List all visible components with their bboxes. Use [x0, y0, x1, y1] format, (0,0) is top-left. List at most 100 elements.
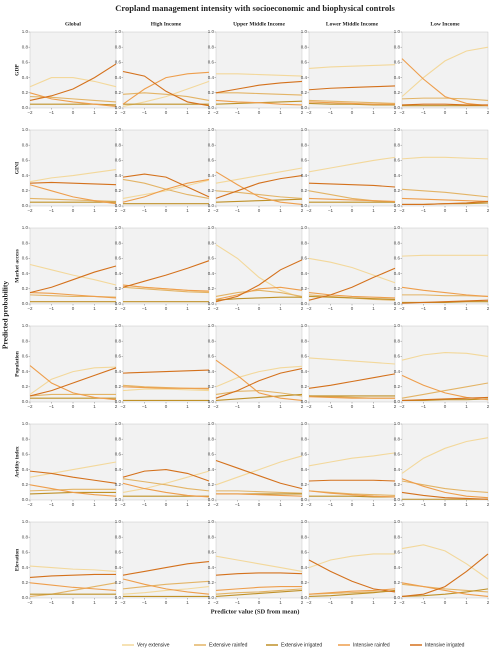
series-line: [122, 70, 210, 107]
x-tick-label: 0: [351, 306, 354, 311]
panel-background: [308, 325, 396, 403]
x-tick-label: 0: [72, 404, 75, 409]
series-line: [401, 286, 489, 297]
series-line: [29, 292, 117, 299]
x-tick-label: 1: [279, 502, 282, 507]
legend-label: Very extensive: [137, 642, 170, 648]
series-line: [215, 368, 303, 399]
series-line: [401, 58, 489, 107]
y-tick-label: 1.0: [208, 127, 215, 132]
x-tick-label: 2: [487, 110, 490, 115]
series-line: [29, 367, 117, 397]
x-tick-label: −1: [421, 600, 427, 605]
row-label: GINI: [14, 162, 20, 175]
y-tick-label: 0.0: [115, 497, 122, 502]
x-tick-label: −1: [142, 600, 148, 605]
series-line: [215, 586, 302, 591]
x-tick-label: 2: [208, 110, 211, 115]
y-tick-label: 0.6: [301, 256, 308, 261]
y-tick-label: 0.4: [301, 271, 308, 276]
y-tick-label: 1.0: [115, 421, 122, 426]
series-line: [122, 71, 210, 105]
series-line: [215, 244, 303, 299]
x-tick-label: 0: [444, 208, 447, 213]
series-line: [401, 103, 488, 106]
y-tick-label: 0.0: [22, 203, 29, 208]
y-tick-label: 1.0: [22, 323, 29, 328]
x-tick-label: 1: [186, 110, 189, 115]
series-line: [122, 260, 210, 288]
y-tick-label: 0.6: [301, 452, 308, 457]
y-tick-label: 0.4: [208, 271, 215, 276]
y-tick-label: 0.8: [22, 44, 29, 49]
panel-background: [29, 521, 117, 599]
y-tick-label: 1.0: [22, 519, 29, 524]
y-tick-label: 0.8: [22, 142, 29, 147]
y-tick-label: 0.8: [208, 338, 215, 343]
legend-label: Extensive rainfed: [209, 642, 248, 648]
x-tick-label: 2: [301, 306, 304, 311]
column-title: Global: [65, 21, 81, 27]
legend-label: Intensive irrigated: [425, 642, 465, 648]
y-tick-label: 0.2: [301, 286, 308, 291]
y-tick-label: 0.6: [394, 354, 401, 359]
panel-background: [401, 129, 489, 207]
y-tick-label: 0.2: [208, 188, 215, 193]
y-tick-label: 0.8: [394, 534, 401, 539]
y-tick-label: 0.0: [301, 203, 308, 208]
y-tick-label: 0.6: [394, 452, 401, 457]
y-tick-label: 0.8: [394, 142, 401, 147]
y-tick-label: 0.2: [22, 384, 29, 389]
x-tick-label: −1: [328, 208, 334, 213]
y-tick-label: 0.4: [208, 173, 215, 178]
y-tick-label: 0.2: [208, 286, 215, 291]
x-tick-label: −2: [27, 404, 33, 409]
y-tick-label: 0.8: [301, 338, 308, 343]
y-tick-label: 0.2: [22, 286, 29, 291]
y-tick-label: 0.2: [301, 482, 308, 487]
x-tick-label: 0: [72, 208, 75, 213]
series-line: [122, 578, 210, 595]
x-tick-label: −2: [120, 502, 126, 507]
x-tick-label: 1: [465, 502, 468, 507]
panel-background: [29, 423, 117, 501]
x-tick-label: −2: [399, 600, 405, 605]
y-tick-label: 0.8: [115, 436, 122, 441]
y-tick-label: 0.0: [394, 105, 401, 110]
x-tick-label: 2: [208, 600, 211, 605]
x-tick-label: 1: [372, 306, 375, 311]
series-line: [29, 366, 117, 395]
series-line: [308, 452, 396, 467]
y-tick-label: 1.0: [301, 127, 308, 132]
series-line: [401, 582, 489, 598]
row-label: GDP: [14, 64, 20, 76]
x-tick-label: 2: [208, 502, 211, 507]
y-tick-label: 0.2: [394, 482, 401, 487]
panel-background: [308, 31, 396, 109]
x-tick-label: 0: [444, 306, 447, 311]
column-title: Low Income: [430, 21, 460, 27]
x-tick-label: 2: [115, 208, 118, 213]
y-tick-label: 0.6: [208, 158, 215, 163]
y-tick-label: 0.0: [22, 301, 29, 306]
y-tick-label: 0.0: [394, 497, 401, 502]
panel-background: [29, 129, 117, 207]
row-label: Aridity index: [14, 446, 20, 478]
series-line: [215, 259, 303, 303]
x-tick-label: 0: [165, 404, 168, 409]
y-tick-label: 1.0: [208, 421, 215, 426]
x-tick-label: 0: [258, 502, 261, 507]
x-tick-label: 1: [93, 110, 96, 115]
y-tick-label: 1.0: [394, 323, 401, 328]
panel-background: [215, 423, 303, 501]
y-tick-label: 0.8: [115, 142, 122, 147]
series-line: [29, 393, 116, 397]
x-tick-label: 1: [186, 600, 189, 605]
panel-background: [122, 129, 210, 207]
series-line: [401, 254, 488, 257]
series-line: [122, 178, 210, 203]
x-tick-label: 0: [444, 110, 447, 115]
y-tick-label: 0.8: [301, 534, 308, 539]
y-tick-label: 0.8: [394, 338, 401, 343]
